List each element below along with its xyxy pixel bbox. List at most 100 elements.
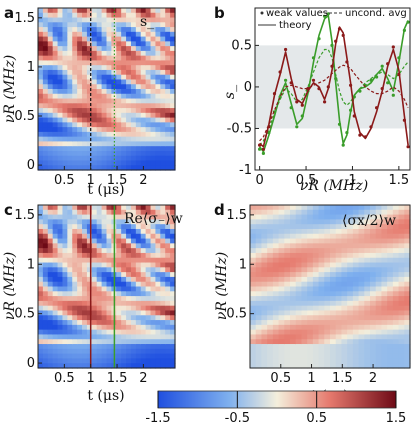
heatmap-cell [67,146,73,152]
heatmap-cell [106,348,112,355]
heatmap-cell [140,117,147,123]
heatmap-cell [130,286,137,292]
heatmap-cell [392,267,400,273]
heatmap-cell [165,281,171,288]
heatmap-cell [121,252,127,259]
heatmap-cell [135,89,142,95]
heatmap-cell [155,339,161,345]
heatmap-cell [57,93,64,100]
heatmap-cell [126,310,132,316]
heatmap-cell [38,150,44,157]
panel-a-annotation: s_ [140,14,154,30]
heatmap-cell [130,205,137,211]
heatmap-cell [335,305,343,312]
panel-c-heatmap: 0.5 1 1.5 200.511.5 [14,204,176,386]
heatmap-cell [301,248,308,254]
heatmap-cell [111,89,117,95]
heatmap-cell [38,74,44,81]
heatmap-cell [140,252,147,259]
heatmap-cell [358,310,365,316]
heatmap-cell [38,214,44,220]
heatmap-cell [86,252,93,259]
heatmap-cell [72,89,78,95]
heatmap-cell [135,334,142,340]
heatmap-cell [375,262,383,268]
heatmap-cell [347,262,354,268]
heatmap-cell [392,291,400,297]
heatmap-cell [165,243,171,249]
heatmap-cell [91,8,98,14]
heatmap-cell [86,272,93,278]
heatmap-cell [126,205,132,211]
heatmap-cell [170,31,176,38]
heatmap-cell [278,363,285,369]
heatmap-cell [57,214,64,220]
heatmap-cell [42,267,49,273]
heatmap-cell [82,233,88,240]
heatmap-cell [57,262,64,268]
heatmap-cell [38,93,44,100]
heatmap-cell [387,339,394,345]
heatmap-cell [116,165,122,171]
heatmap-cell [358,272,365,278]
series-1-theory-line [259,26,409,148]
heatmap-cell [170,155,176,162]
heatmap-cell [135,286,142,292]
heatmap-cell [126,112,132,119]
heatmap-cell [392,257,400,264]
heatmap-cell [364,305,371,312]
heatmap-cell [318,300,325,307]
heatmap-cell [52,238,59,244]
heatmap-cell [295,291,303,297]
heatmap-cell [82,358,88,364]
heatmap-cell [398,348,405,355]
heatmap-cell [370,315,377,321]
heatmap-cell [121,243,127,249]
heatmap-cell [150,55,157,62]
heatmap-cell [135,209,142,216]
heatmap-cell [324,209,331,216]
heatmap-cell [324,305,331,312]
heatmap-cell [82,60,88,66]
heatmap-cell [370,324,377,331]
heatmap-cell [392,276,400,283]
heatmap-cell [62,353,68,360]
heatmap-cell [77,84,83,90]
heatmap-cell [358,348,365,355]
heatmap-cell [106,22,112,28]
heatmap-cell [101,60,108,66]
heatmap-cell [347,320,354,326]
heatmap-cell [77,141,83,147]
heatmap-cell [272,315,280,321]
heatmap-cell [96,155,103,162]
heatmap-cell [335,324,343,331]
heatmap-cell [278,310,285,316]
heatmap-cell [47,84,54,90]
heatmap-cell [130,224,137,230]
heatmap-cell [284,257,291,264]
heatmap-cell [42,233,49,240]
heatmap-cell [301,320,308,326]
heatmap-cell [272,262,280,268]
heatmap-cell [72,358,78,364]
heatmap-cell [121,150,127,157]
heatmap-cell [126,224,132,230]
heatmap-cell [150,363,157,369]
heatmap-cell [170,272,176,278]
heatmap-cell [278,267,285,273]
heatmap-cell [106,79,112,85]
heatmap-cell [307,252,314,259]
heatmap-cell [404,339,411,345]
heatmap-cell [72,17,78,23]
heatmap-cell [42,252,49,259]
heatmap-cell [57,12,64,19]
heatmap-cell [255,324,263,331]
heatmap-cell [62,291,68,297]
heatmap-cell [52,122,59,128]
heatmap-cell [358,228,365,235]
heatmap-cell [398,276,405,283]
heatmap-cell [364,358,371,364]
heatmap-cell [82,27,88,33]
heatmap-cell [352,262,360,268]
heatmap-cell [347,344,354,350]
